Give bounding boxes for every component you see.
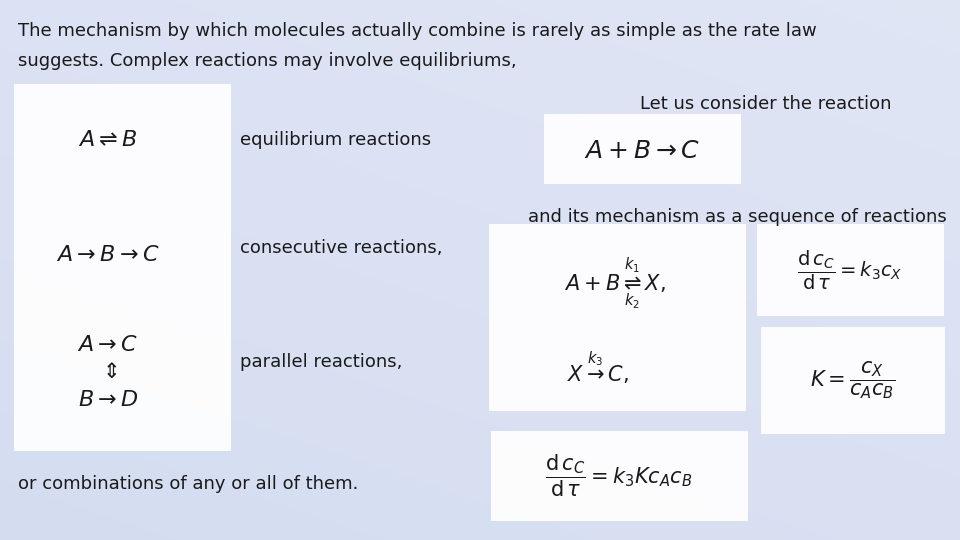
Text: and its mechanism as a sequence of reactions: and its mechanism as a sequence of react… <box>528 208 947 226</box>
Text: $X \overset{k_3}{\rightarrow} C,$: $X \overset{k_3}{\rightarrow} C,$ <box>567 349 629 387</box>
Text: $B \rightarrow D$: $B \rightarrow D$ <box>78 390 138 410</box>
Text: equilibrium reactions: equilibrium reactions <box>240 131 431 149</box>
Text: The mechanism by which molecules actually combine is rarely as simple as the rat: The mechanism by which molecules actuall… <box>18 22 817 40</box>
Text: suggests. Complex reactions may involve equilibriums,: suggests. Complex reactions may involve … <box>18 52 516 70</box>
FancyBboxPatch shape <box>489 224 746 411</box>
FancyBboxPatch shape <box>761 327 945 434</box>
Text: $K = \dfrac{c_X}{c_A c_B}$: $K = \dfrac{c_X}{c_A c_B}$ <box>810 359 896 401</box>
FancyBboxPatch shape <box>544 114 741 184</box>
Text: $A + B \overset{k_1}{\underset{k_2}{\rightleftharpoons}} X,$: $A + B \overset{k_1}{\underset{k_2}{\rig… <box>564 256 666 312</box>
FancyBboxPatch shape <box>14 84 231 451</box>
Text: $A \rightarrow C$: $A \rightarrow C$ <box>78 335 138 355</box>
Text: or combinations of any or all of them.: or combinations of any or all of them. <box>18 475 358 493</box>
FancyBboxPatch shape <box>757 224 944 316</box>
Text: consecutive reactions,: consecutive reactions, <box>240 239 443 257</box>
Text: $A \rightarrow B \rightarrow C$: $A \rightarrow B \rightarrow C$ <box>56 245 160 265</box>
Text: $A \rightleftharpoons B$: $A \rightleftharpoons B$ <box>78 130 138 150</box>
Text: parallel reactions,: parallel reactions, <box>240 353 402 371</box>
Text: Let us consider the reaction: Let us consider the reaction <box>640 95 892 113</box>
Text: $\dfrac{\mathrm{d}\,c_C}{\mathrm{d}\,\tau} = k_3 K c_A c_B$: $\dfrac{\mathrm{d}\,c_C}{\mathrm{d}\,\ta… <box>545 453 693 499</box>
FancyBboxPatch shape <box>491 431 748 521</box>
Text: $A + B \rightarrow C$: $A + B \rightarrow C$ <box>584 139 700 163</box>
Text: $\Updownarrow$: $\Updownarrow$ <box>98 362 118 382</box>
Text: $\dfrac{\mathrm{d}\,c_C}{\mathrm{d}\,\tau} = k_3 c_X$: $\dfrac{\mathrm{d}\,c_C}{\mathrm{d}\,\ta… <box>797 248 902 292</box>
